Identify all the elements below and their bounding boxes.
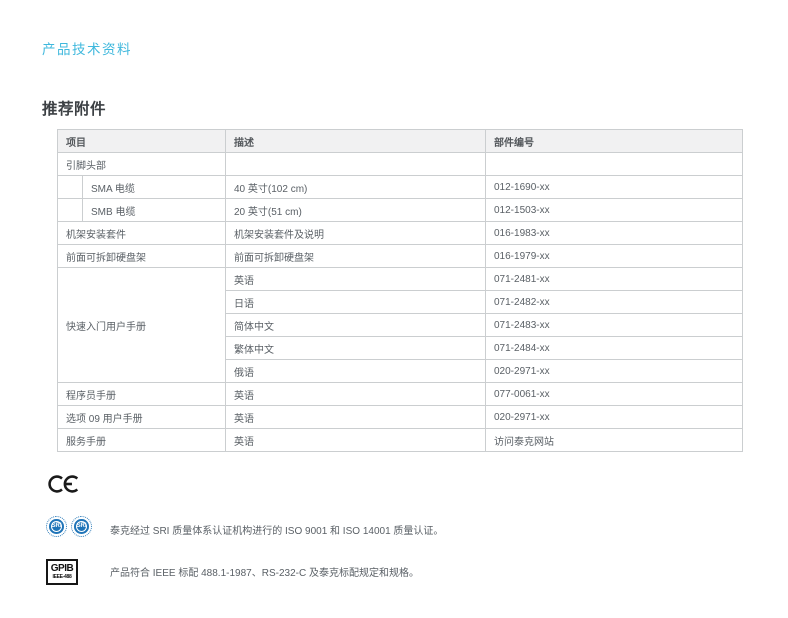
sri-certification-icons: SRI SRI	[46, 516, 92, 537]
gpib-label: GPIB	[50, 563, 74, 574]
column-header-description: 描述	[225, 129, 486, 153]
item-cell: 引脚头部	[57, 152, 226, 176]
table-row: 引脚头部	[57, 152, 743, 176]
item-cell: 前面可拆卸硬盘架	[57, 244, 226, 268]
description-cell: 英语	[225, 405, 486, 429]
item-cell: 服务手册	[57, 428, 226, 452]
table-row: 快速入门用户手册 英语 071-2481-xx	[57, 267, 743, 383]
part-number-cell: 012-1503-xx	[485, 198, 743, 222]
item-cell: 选项 09 用户手册	[57, 405, 226, 429]
section-title: 推荐附件	[42, 101, 107, 118]
item-cell: 程序员手册	[57, 382, 226, 406]
description-cell	[225, 152, 486, 176]
part-number-cell: 016-1979-xx	[485, 244, 743, 268]
item-indent-cell	[57, 175, 83, 199]
column-header-item: 项目	[57, 129, 226, 153]
part-number-cell: 071-2482-xx	[485, 290, 743, 314]
gpib-icon: GPIB IEEE-488	[46, 559, 78, 585]
description-cell: 英语	[225, 267, 486, 291]
description-cell: 40 英寸(102 cm)	[225, 175, 486, 199]
accessories-table: 项目 描述 部件编号 引脚头部 SMA 电缆 40 英寸(102 cm) 012-16…	[57, 129, 743, 452]
iso-certification-text: 泰克经过 SRI 质量体系认证机构进行的 ISO 9001 和 ISO 1400…	[110, 526, 444, 537]
ce-mark-icon	[47, 473, 80, 500]
accessories-table-body: 引脚头部 SMA 电缆 40 英寸(102 cm) 012-1690-xx SMB 电缆…	[57, 152, 743, 452]
column-header-part-number: 部件编号	[485, 129, 743, 153]
part-number-cell: 016-1983-xx	[485, 221, 743, 245]
part-number-cell: 020-2971-xx	[485, 405, 743, 429]
table-row: SMB 电缆 20 英寸(51 cm) 012-1503-xx	[57, 198, 743, 222]
table-row: 繁体中文 071-2484-xx	[58, 336, 743, 360]
table-row: 程序员手册 英语 077-0061-xx	[57, 382, 743, 406]
accessories-table-header: 项目 描述 部件编号	[57, 129, 743, 153]
sri-badge-icon: SRI	[46, 516, 67, 537]
part-number-cell: 071-2484-xx	[485, 336, 743, 360]
part-number-cell: 012-1690-xx	[485, 175, 743, 199]
item-cell: 快速入门用户手册	[57, 267, 226, 383]
sri-badge-icon: SRI	[71, 516, 92, 537]
description-cell: 英语	[225, 428, 486, 452]
table-row: 选项 09 用户手册 英语 020-2971-xx	[57, 405, 743, 429]
item-indent-cell	[57, 198, 83, 222]
item-cell: 机架安装套件	[57, 221, 226, 245]
part-number-cell: 077-0061-xx	[485, 382, 743, 406]
header-row: 项目 描述 部件编号	[57, 129, 743, 153]
part-number-cell: 071-2481-xx	[485, 267, 743, 291]
part-number-cell	[485, 152, 743, 176]
table-row: 机架安装套件 机架安装套件及说明 016-1983-xx	[57, 221, 743, 245]
item-cell: SMA 电缆	[82, 175, 226, 199]
part-number-cell: 020-2971-xx	[485, 359, 743, 383]
description-cell: 20 英寸(51 cm)	[225, 198, 486, 222]
part-number-cell: 访问泰克网站	[485, 428, 743, 452]
description-cell: 日语	[225, 290, 486, 314]
table-row: SMA 电缆 40 英寸(102 cm) 012-1690-xx	[57, 175, 743, 199]
description-cell: 繁体中文	[225, 336, 486, 360]
sri-badge-label: SRI	[74, 519, 89, 534]
gpib-compliance-text: 产品符合 IEEE 标配 488.1-1987、RS-232-C 及泰克标配规定…	[110, 568, 419, 579]
description-cell: 俄语	[225, 359, 486, 383]
doc-type-label: 产品技术资料	[42, 42, 132, 57]
table-row: 服务手册 英语 访问泰克网站	[57, 428, 743, 452]
table-row: 前面可拆卸硬盘架 前面可拆卸硬盘架 016-1979-xx	[57, 244, 743, 268]
description-cell: 机架安装套件及说明	[225, 221, 486, 245]
sri-badge-label: SRI	[49, 519, 64, 534]
description-cell: 英语	[225, 382, 486, 406]
part-number-cell: 071-2483-xx	[485, 313, 743, 337]
gpib-sub-label: IEEE-488	[52, 574, 72, 580]
description-cell: 简体中文	[225, 313, 486, 337]
description-cell: 前面可拆卸硬盘架	[225, 244, 486, 268]
item-cell: SMB 电缆	[82, 198, 226, 222]
